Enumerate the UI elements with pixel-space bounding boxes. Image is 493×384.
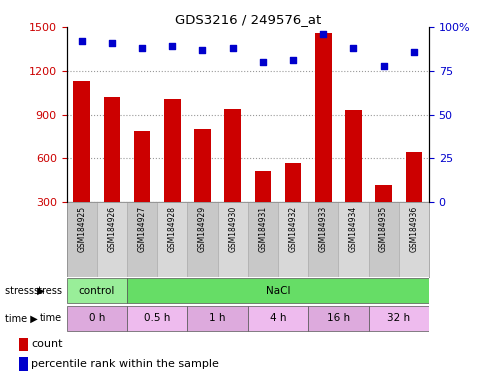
Text: stress: stress [33,286,62,296]
Text: GSM184936: GSM184936 [409,206,419,252]
Text: GSM184928: GSM184928 [168,206,177,252]
Bar [19,357,28,371]
Bar [248,306,308,331]
Bar [278,202,308,277]
Bar [399,202,429,277]
Bar [73,81,90,202]
Bar [375,185,392,202]
Point [168,43,176,50]
Point [319,31,327,37]
Text: 4 h: 4 h [270,313,286,323]
Bar [254,171,271,202]
Text: NaCl: NaCl [266,286,290,296]
Bar [308,306,368,331]
Text: GSM184929: GSM184929 [198,206,207,252]
Bar [187,306,248,331]
Point [259,59,267,65]
Text: time: time [40,313,62,323]
Text: percentile rank within the sample: percentile rank within the sample [31,359,219,369]
Bar [104,97,120,202]
Text: control: control [78,286,115,296]
Bar [338,202,368,277]
Text: time ▶: time ▶ [5,313,37,323]
Text: 16 h: 16 h [327,313,350,323]
Text: GSM184930: GSM184930 [228,206,237,252]
Bar [134,131,150,202]
Point [199,47,207,53]
Bar [368,202,399,277]
Bar [406,152,422,202]
Point [78,38,86,44]
Text: GSM184935: GSM184935 [379,206,388,252]
Text: 32 h: 32 h [387,313,410,323]
Point [289,57,297,63]
Point [229,45,237,51]
Text: stress ▶: stress ▶ [5,286,44,296]
Bar [97,202,127,277]
Point [350,45,357,51]
Bar [67,278,127,303]
Bar [285,164,301,202]
Text: count: count [31,339,63,349]
Title: GDS3216 / 249576_at: GDS3216 / 249576_at [175,13,321,26]
Text: 0.5 h: 0.5 h [144,313,170,323]
Bar [67,306,127,331]
Bar [345,110,362,202]
Text: GSM184934: GSM184934 [349,206,358,252]
Bar [127,202,157,277]
Text: GSM184925: GSM184925 [77,206,86,252]
Point [138,45,146,51]
Text: GSM184932: GSM184932 [288,206,298,252]
Text: 0 h: 0 h [89,313,105,323]
Point [108,40,116,46]
Text: GSM184931: GSM184931 [258,206,267,252]
Point [410,49,418,55]
Bar [194,129,211,202]
Bar [164,99,180,202]
Text: GSM184933: GSM184933 [318,206,328,252]
Bar [127,278,429,303]
Bar [308,202,338,277]
Bar [315,33,331,202]
Text: GSM184926: GSM184926 [107,206,116,252]
Bar [224,109,241,202]
Bar [248,202,278,277]
Bar [187,202,217,277]
Point [380,63,387,69]
Text: GSM184927: GSM184927 [138,206,146,252]
Bar [19,338,28,351]
Bar [217,202,247,277]
Bar [127,306,187,331]
Bar [157,202,187,277]
Bar [368,306,429,331]
Text: 1 h: 1 h [210,313,226,323]
Bar [67,202,97,277]
